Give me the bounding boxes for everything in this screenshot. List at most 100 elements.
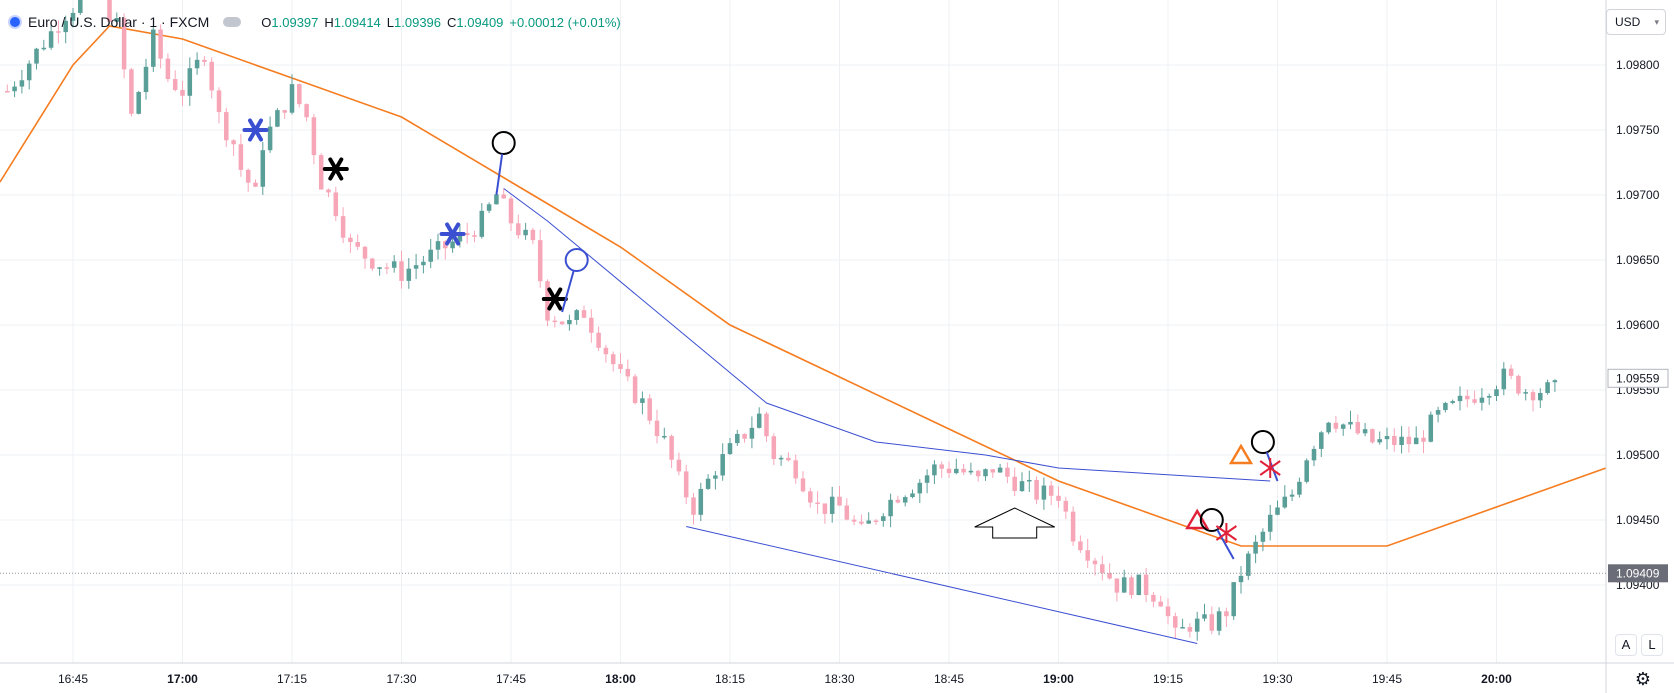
candle-body (902, 497, 908, 503)
candle-body (1107, 573, 1112, 579)
candle-body (355, 242, 360, 247)
candle-body (1231, 582, 1236, 617)
candle-body (983, 469, 988, 477)
candle-body (1523, 392, 1528, 394)
candle-body (574, 310, 579, 320)
candle-body (1479, 397, 1485, 403)
marker-circle (491, 131, 516, 155)
candle-body (187, 68, 193, 96)
candle-body (472, 235, 477, 237)
candle-body (1260, 531, 1266, 542)
open-value: 1.09397 (271, 14, 319, 30)
candle-body (391, 261, 397, 268)
candle-body (1494, 389, 1499, 397)
candle-body (815, 502, 820, 505)
candle-body (1216, 611, 1222, 631)
candle-body (676, 459, 682, 472)
circle-pointer-marker (1250, 430, 1279, 482)
candle-body (1100, 564, 1105, 574)
candle-body (997, 467, 1003, 473)
candle-body (808, 491, 813, 503)
candle-body (1092, 560, 1098, 565)
candle-body (413, 265, 419, 269)
low-label: L (386, 14, 395, 30)
candle-body (640, 398, 645, 403)
candle-body (1136, 574, 1142, 596)
candle-body (326, 189, 331, 193)
candle-body (859, 521, 864, 524)
visibility-toggle-icon[interactable] (223, 17, 242, 27)
auto-scale-button[interactable]: A (1615, 634, 1637, 656)
grid (0, 0, 1606, 663)
candle-body (1552, 380, 1558, 383)
candle-body (202, 59, 207, 62)
gear-icon[interactable]: ⚙ (1634, 669, 1652, 689)
asterisk-marker (242, 118, 269, 142)
moving-average-line (0, 25, 1607, 547)
candle-body (267, 126, 273, 151)
candle-body (800, 478, 806, 492)
candle-body (508, 198, 514, 224)
asterisk-stroke (547, 287, 563, 311)
candle-body (370, 258, 375, 269)
time-tick-label: 17:00 (167, 672, 198, 686)
asterisk-stroke (445, 222, 461, 246)
candle-body (311, 117, 317, 156)
candle-body (895, 499, 901, 503)
candle-body (333, 192, 339, 217)
candle-body (362, 246, 368, 259)
candle-body (1078, 541, 1083, 551)
close-label: C (447, 14, 457, 30)
candle-body (1508, 368, 1514, 376)
candle-body (318, 155, 324, 190)
candle-body (224, 112, 229, 141)
candle-body (136, 92, 141, 114)
candle-body (559, 321, 565, 325)
candle-body (1501, 368, 1507, 390)
last-price-tag-bg (1608, 564, 1668, 583)
price-tick-label: 1.09450 (1616, 513, 1660, 527)
candle-body (1545, 382, 1550, 393)
candle-body (1384, 435, 1390, 440)
time-tick-label: 19:45 (1372, 672, 1402, 686)
candle-body (1041, 485, 1047, 500)
candle-body (1202, 614, 1207, 619)
candle-body (764, 413, 769, 437)
candle-body (1114, 578, 1120, 593)
time-tick-label: 19:15 (1153, 672, 1183, 686)
candle-body (625, 368, 631, 377)
candle-body (1282, 496, 1288, 508)
candle-body (1340, 424, 1346, 429)
candle-body (1392, 435, 1397, 446)
candle-body (12, 86, 17, 92)
candle-body (1311, 448, 1317, 461)
candle-body (26, 63, 32, 81)
candle-body (486, 204, 492, 211)
symbol-legend: Euro / U.S. Dollar · 1 · FXCM O 1.09397 H… (8, 12, 621, 32)
candle-body (618, 364, 623, 369)
candle-body (1406, 436, 1412, 445)
chevron-down-icon: ▾ (1654, 16, 1659, 27)
time-tick-label: 16:45 (58, 672, 88, 686)
time-tick-label: 17:45 (496, 672, 526, 686)
currency-button[interactable]: USD ▾ (1606, 9, 1666, 35)
log-scale-button[interactable]: L (1641, 634, 1663, 656)
candle-body (1158, 601, 1163, 607)
candle-body (1129, 577, 1134, 596)
candle-body (822, 503, 828, 514)
candle-body (727, 443, 733, 455)
asterisk-marker (541, 287, 568, 311)
candle-body (990, 469, 996, 473)
candle-body (1005, 467, 1010, 477)
candle-body (596, 332, 601, 348)
candle-body (1180, 627, 1185, 629)
candle-body (793, 460, 798, 479)
symbol-title[interactable]: Euro / U.S. Dollar · 1 · FXCM (28, 14, 210, 30)
time-tick-label: 17:30 (386, 672, 416, 686)
triangle-marker (1228, 443, 1254, 465)
candle-body (1209, 614, 1215, 631)
candle-body (216, 90, 222, 113)
candle-body (968, 470, 974, 473)
candle-body (1472, 399, 1477, 403)
